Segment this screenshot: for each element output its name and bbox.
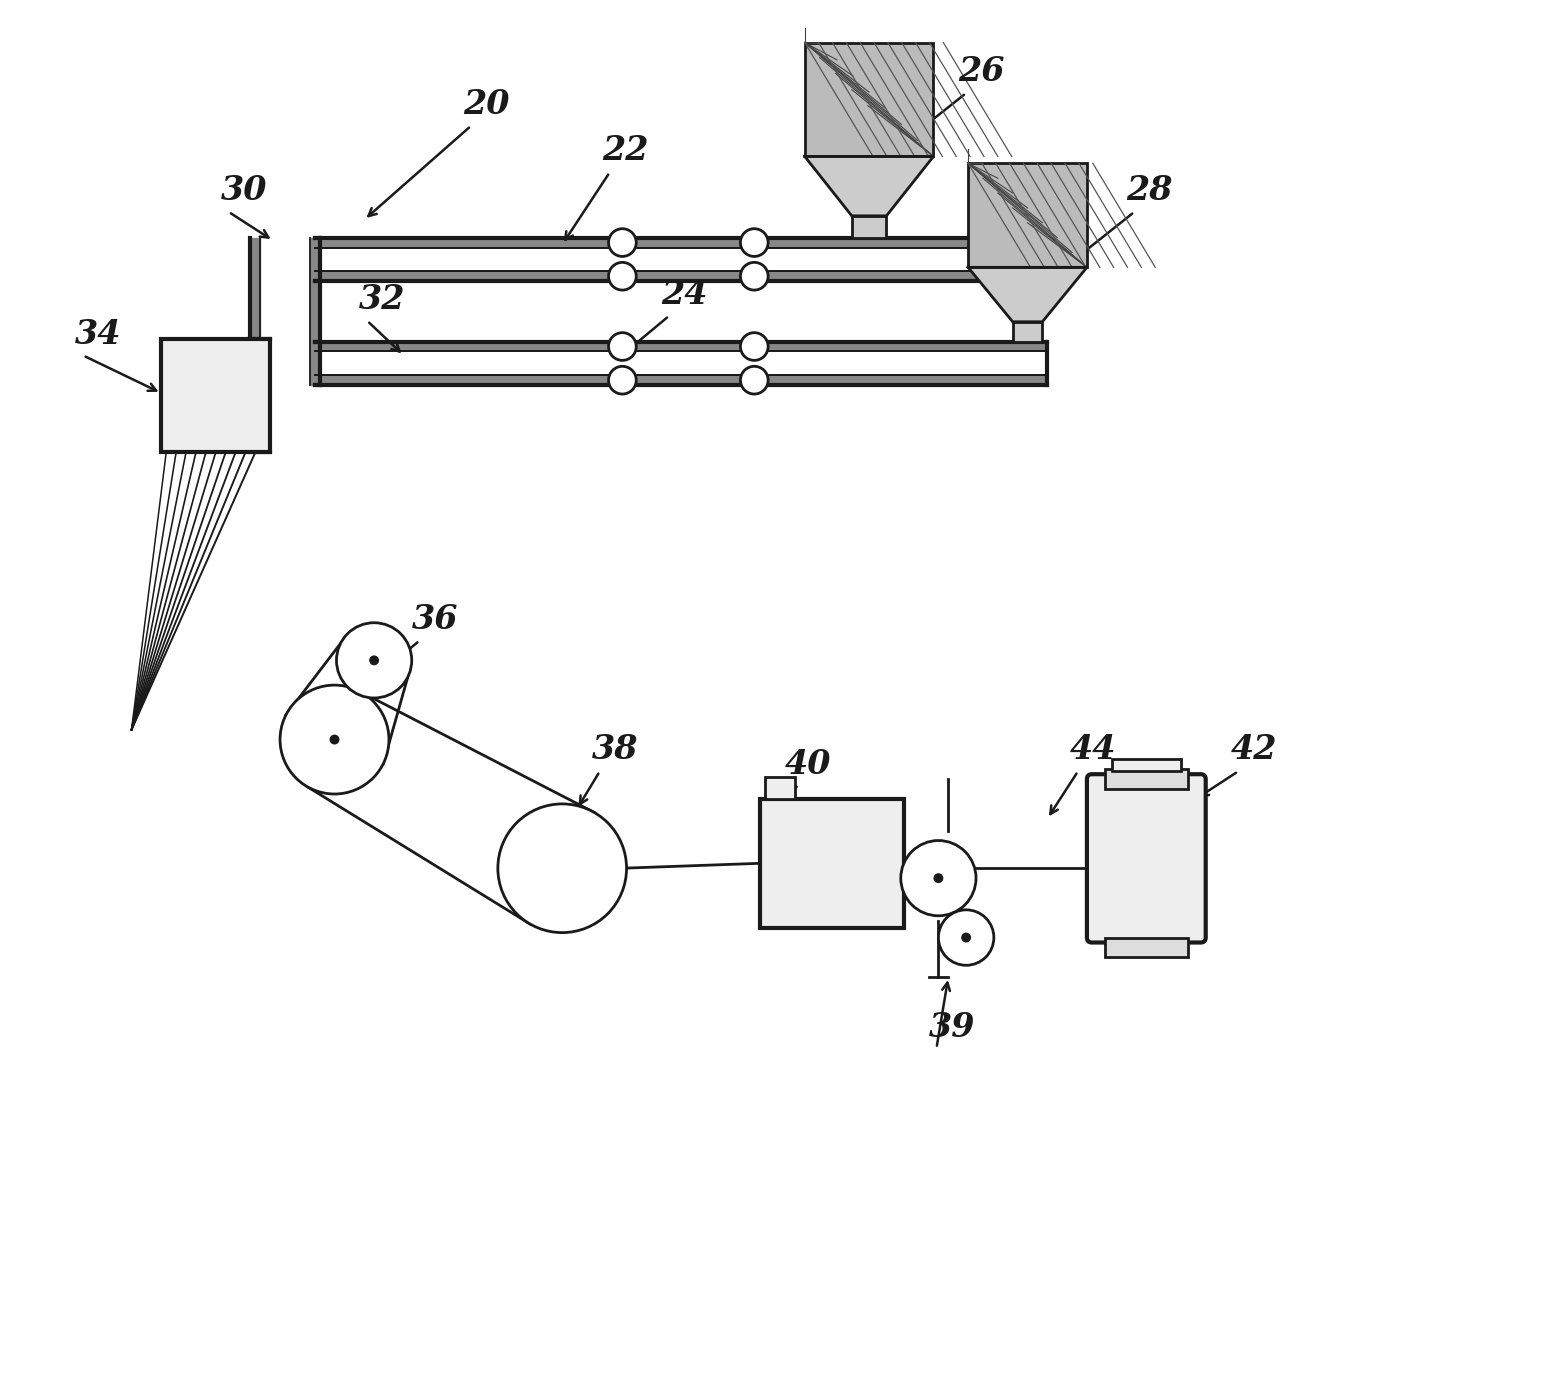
Text: 28: 28: [1127, 174, 1172, 207]
Bar: [315, 342, 1047, 352]
Text: 40: 40: [785, 748, 832, 782]
Circle shape: [901, 840, 976, 915]
Circle shape: [740, 228, 768, 256]
Circle shape: [740, 332, 768, 360]
Text: 24: 24: [662, 278, 707, 312]
Bar: [1105, 769, 1188, 789]
FancyBboxPatch shape: [1086, 775, 1205, 943]
Circle shape: [279, 686, 389, 794]
Polygon shape: [250, 338, 270, 349]
Bar: [760, 798, 904, 928]
Bar: [1111, 759, 1182, 771]
Circle shape: [933, 874, 943, 883]
Bar: [315, 271, 1047, 281]
Polygon shape: [805, 156, 933, 216]
Polygon shape: [315, 342, 320, 352]
Polygon shape: [250, 442, 270, 452]
Bar: [161, 338, 270, 452]
Text: 20: 20: [464, 88, 510, 121]
Circle shape: [498, 804, 626, 932]
Circle shape: [962, 932, 971, 943]
Text: 30: 30: [220, 174, 267, 207]
Circle shape: [740, 366, 768, 394]
Text: 44: 44: [1071, 733, 1116, 766]
Bar: [315, 238, 1047, 248]
Polygon shape: [315, 271, 320, 281]
Circle shape: [938, 910, 994, 965]
Circle shape: [609, 263, 637, 291]
Polygon shape: [315, 238, 320, 248]
Bar: [765, 778, 795, 798]
Polygon shape: [250, 238, 261, 385]
Bar: [315, 376, 1047, 385]
Bar: [968, 163, 1086, 267]
Bar: [805, 43, 933, 156]
Polygon shape: [1013, 321, 1043, 342]
Polygon shape: [968, 267, 1086, 321]
Circle shape: [337, 623, 412, 698]
Circle shape: [609, 228, 637, 256]
Text: 42: 42: [1230, 733, 1277, 766]
Text: 26: 26: [958, 56, 1005, 88]
Polygon shape: [309, 238, 320, 385]
Text: 36: 36: [412, 602, 459, 636]
Text: 38: 38: [592, 733, 638, 766]
Text: 32: 32: [359, 282, 406, 316]
Circle shape: [740, 263, 768, 291]
Circle shape: [329, 734, 339, 744]
Text: 39: 39: [929, 1010, 976, 1043]
Circle shape: [368, 655, 379, 665]
Circle shape: [609, 332, 637, 360]
Polygon shape: [315, 376, 320, 385]
Bar: [1105, 938, 1188, 957]
Polygon shape: [852, 216, 887, 238]
Circle shape: [609, 366, 637, 394]
Text: 22: 22: [603, 135, 648, 167]
Text: 34: 34: [75, 317, 122, 351]
